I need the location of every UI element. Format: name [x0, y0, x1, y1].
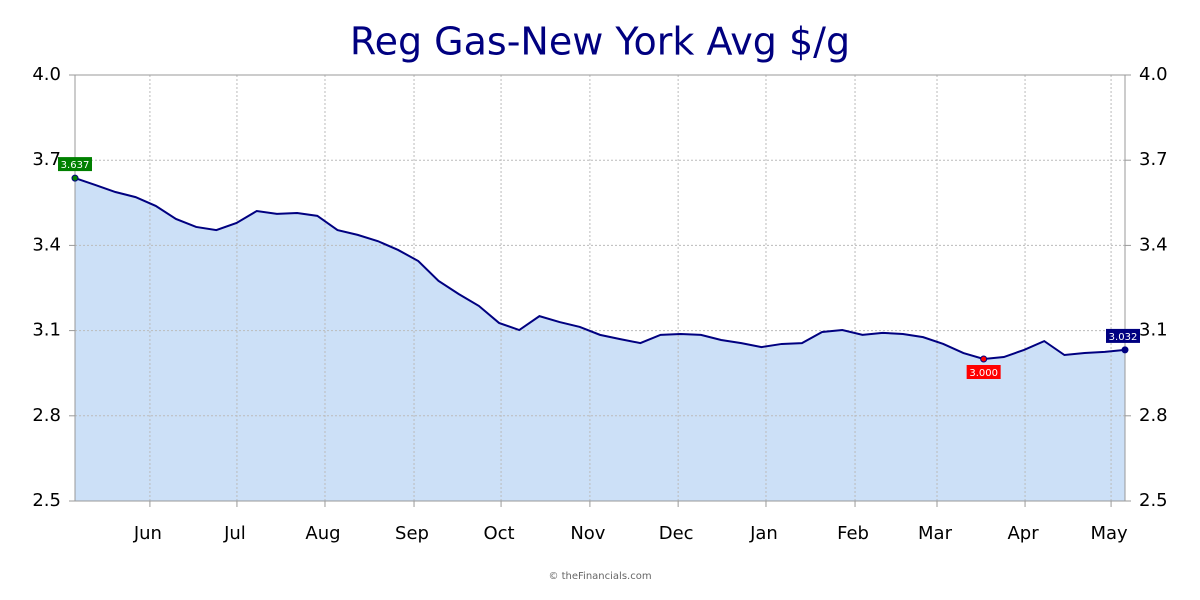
- y2-tick-label: 4.0: [1139, 64, 1168, 85]
- point: [1121, 346, 1129, 354]
- value-label: 3.032: [1109, 332, 1138, 343]
- y2-tick-label: 3.4: [1139, 234, 1168, 255]
- x-tick-label: Aug: [305, 523, 340, 544]
- value-label: 3.637: [61, 160, 90, 171]
- value-label-box: [966, 365, 1001, 379]
- y2-tick-label: 2.5: [1139, 490, 1168, 511]
- y2-tick-label: 2.8: [1139, 405, 1168, 426]
- x-tick-label: Sep: [395, 523, 429, 544]
- x-tick-label: Dec: [659, 523, 694, 544]
- footer: © theFinancials.com: [548, 571, 651, 582]
- y-tick-label: 2.5: [32, 490, 61, 511]
- area: [75, 178, 1125, 502]
- x-tick-label: Apr: [1007, 523, 1039, 544]
- chart-title: Reg Gas-New York Avg $/g: [350, 20, 850, 64]
- value-label-box: [1106, 328, 1140, 343]
- point: [980, 355, 988, 363]
- plot-border: [74, 74, 1126, 502]
- y2-tick-label: 3.1: [1139, 320, 1168, 341]
- x-tick-label: Jun: [133, 523, 162, 544]
- y-tick-label: 2.8: [32, 405, 61, 426]
- value-label: 3.000: [969, 368, 998, 379]
- y2-tick-label: 3.7: [1139, 149, 1168, 170]
- y-tick-label: 3.4: [32, 234, 61, 255]
- x-tick-label: Mar: [918, 523, 953, 544]
- y-tick-label: 3.1: [32, 320, 61, 341]
- x-tick-label: Jul: [223, 523, 246, 544]
- x-tick-label: Nov: [570, 523, 605, 544]
- line: [74, 177, 1126, 361]
- x-tick-label: May: [1090, 523, 1128, 544]
- x-tick-label: Jan: [749, 523, 778, 544]
- y-tick-label: 4.0: [32, 64, 61, 85]
- x-tick-label: Oct: [483, 523, 514, 544]
- value-label-box: [58, 157, 92, 172]
- y-tick-label: 3.7: [32, 149, 61, 170]
- point: [71, 174, 79, 182]
- x-tick-label: Feb: [837, 523, 869, 544]
